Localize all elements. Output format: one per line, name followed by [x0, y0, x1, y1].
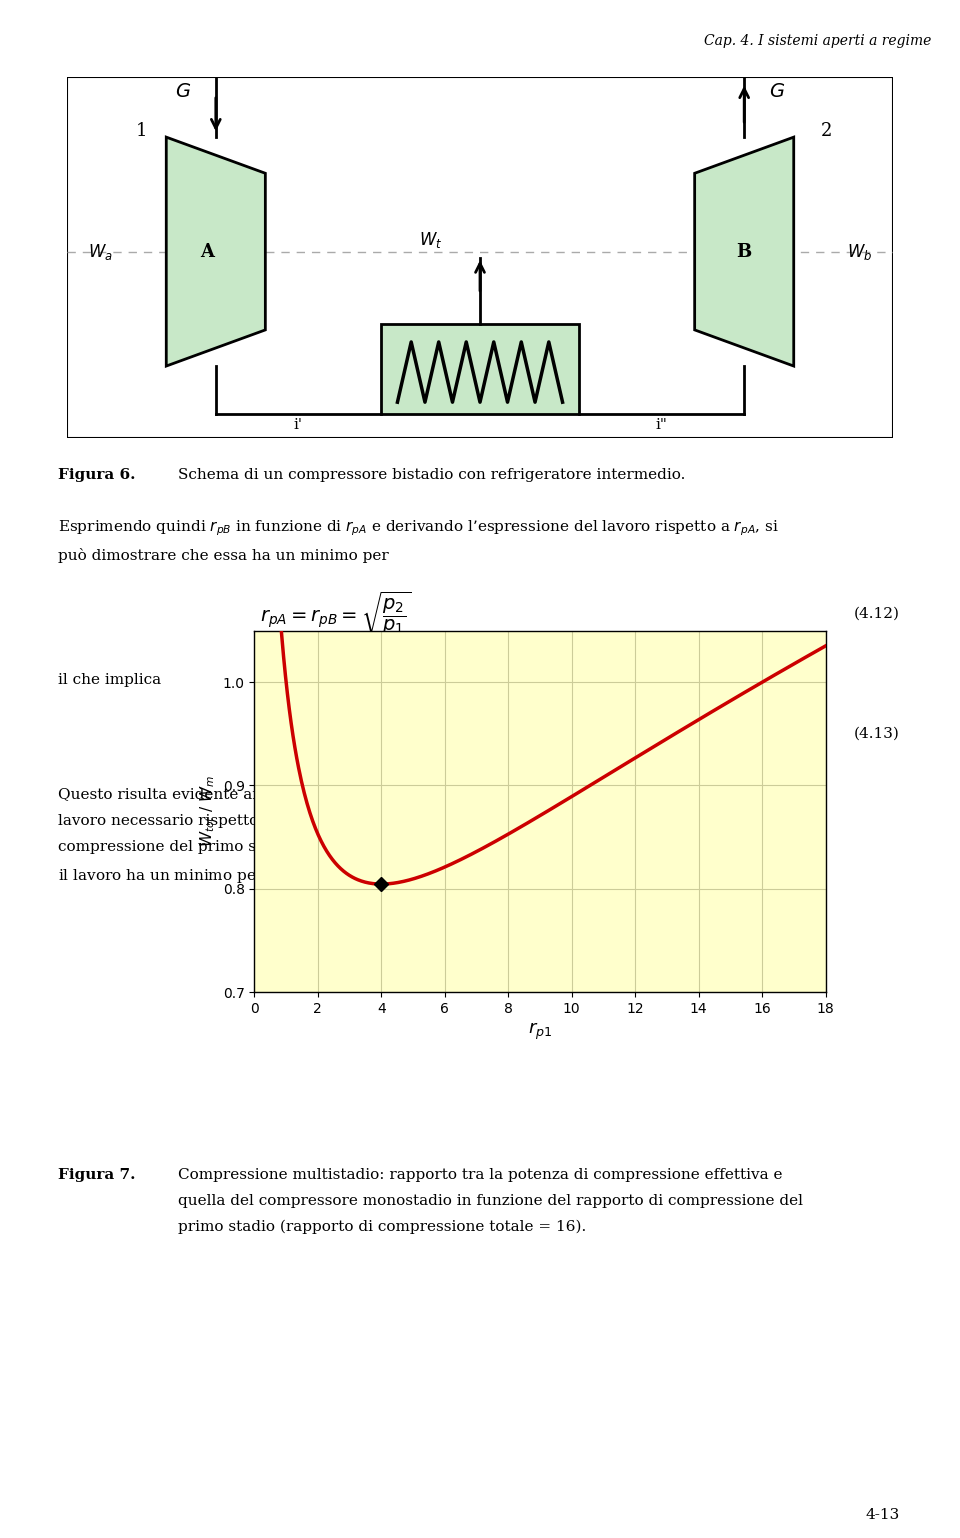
Text: può dimostrare che essa ha un minimo per: può dimostrare che essa ha un minimo per	[58, 549, 389, 563]
Text: i': i'	[294, 418, 302, 432]
Text: $W_t$: $W_t$	[419, 229, 443, 249]
Polygon shape	[695, 137, 794, 366]
Text: Cap. 4. I sistemi aperti a regime: Cap. 4. I sistemi aperti a regime	[704, 34, 931, 49]
Text: Questo risulta evidente anche dal grafico di Fig.7, in cui si riporta il rapport: Questo risulta evidente anche dal grafic…	[58, 789, 780, 803]
Text: il che implica: il che implica	[58, 674, 161, 687]
Text: $W_b$: $W_b$	[847, 241, 873, 261]
Text: primo stadio (rapporto di compressione totale = 16).: primo stadio (rapporto di compressione t…	[178, 1220, 587, 1235]
Text: Esprimendo quindi $r_{pB}$ in funzione di $r_{pA}$ e derivando l’espressione del: Esprimendo quindi $r_{pB}$ in funzione d…	[58, 518, 779, 538]
Text: Figura 6.: Figura 6.	[58, 469, 135, 483]
Polygon shape	[166, 137, 265, 366]
Text: i": i"	[656, 418, 667, 432]
Text: Figura 7.: Figura 7.	[58, 1169, 135, 1183]
Text: 2: 2	[821, 122, 832, 140]
Text: 4-13: 4-13	[866, 1507, 900, 1523]
Y-axis label: $W_{tot}\ /\ W_m$: $W_{tot}\ /\ W_m$	[199, 775, 217, 847]
Text: $G$: $G$	[769, 83, 785, 102]
Text: $W_a$: $W_a$	[87, 241, 112, 261]
Text: (4.13): (4.13)	[854, 726, 900, 740]
Text: A: A	[201, 243, 214, 260]
Bar	[381, 325, 579, 414]
Text: B: B	[736, 243, 752, 260]
Text: (4.12): (4.12)	[854, 606, 900, 620]
Text: quella del compressore monostadio in funzione del rapporto di compressione del: quella del compressore monostadio in fun…	[178, 1193, 803, 1209]
Text: il lavoro ha un minimo per  $r_{p1}$=√16=4 .: il lavoro ha un minimo per $r_{p1}$=√16=…	[58, 866, 367, 887]
Text: $p_i = \sqrt{p_2 \, p_1}$: $p_i = \sqrt{p_2 \, p_1}$	[260, 720, 366, 747]
Text: compressione del primo stadio, per un rapporto di compressione totale pari a 16.: compressione del primo stadio, per un ra…	[58, 840, 780, 854]
Text: Schema di un compressore bistadio con refrigeratore intermedio.: Schema di un compressore bistadio con re…	[178, 469, 685, 483]
Text: Compressione multistadio: rapporto tra la potenza di compressione effettiva e: Compressione multistadio: rapporto tra l…	[178, 1169, 782, 1183]
Text: 1: 1	[135, 122, 147, 140]
Text: $G$: $G$	[175, 83, 191, 102]
X-axis label: $r_{p1}$: $r_{p1}$	[528, 1021, 552, 1043]
Text: $r_{pA} = r_{pB} = \sqrt{\dfrac{p_2}{p_1}}$: $r_{pA} = r_{pB} = \sqrt{\dfrac{p_2}{p_1…	[260, 589, 411, 637]
Text: lavoro necessario rispetto a quello della compressione monostadio in funzione de: lavoro necessario rispetto a quello dell…	[58, 814, 783, 829]
